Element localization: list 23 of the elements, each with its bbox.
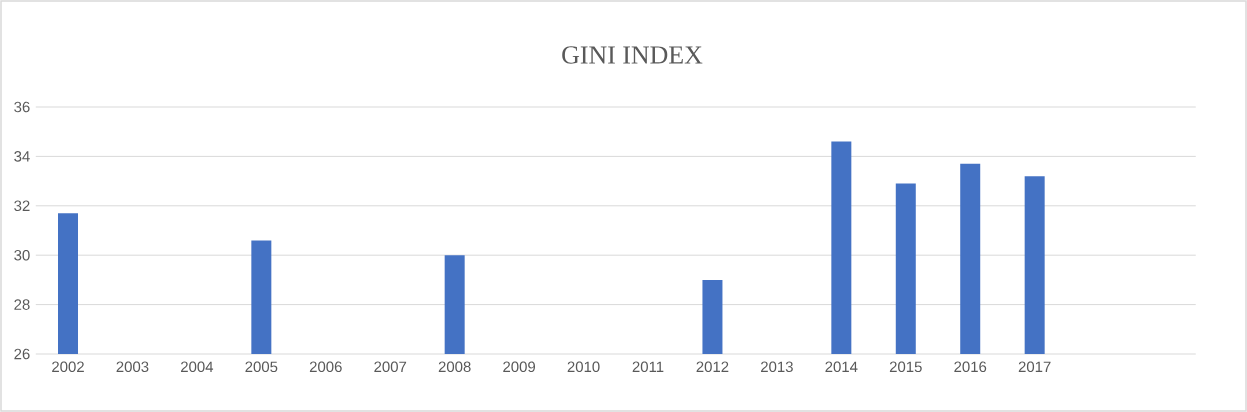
x-tick-label: 2011	[632, 361, 664, 373]
x-tick-label: 2014	[825, 361, 858, 373]
x-tick-label: 2017	[1018, 361, 1051, 373]
x-tick-label: 2015	[889, 361, 922, 373]
y-tick-label: 36	[14, 101, 30, 113]
y-tick-label: 32	[14, 200, 30, 212]
chart-title: GINI INDEX	[562, 46, 703, 64]
x-tick-label: 2012	[696, 361, 729, 373]
x-tick-label: 2008	[438, 361, 471, 373]
x-tick-label: 2013	[761, 361, 793, 373]
x-tick-label: 2006	[309, 361, 342, 373]
x-tick-label: 2004	[181, 361, 214, 373]
x-tick-label: 2009	[503, 361, 536, 373]
y-tick-label: 28	[14, 299, 30, 310]
x-tick-label: 2005	[245, 361, 278, 373]
x-tick-label: 2016	[954, 361, 987, 373]
x-tick-label: 2003	[116, 361, 149, 373]
x-tick-label: 2002	[52, 361, 84, 373]
y-tick-label: 26	[14, 348, 30, 360]
y-tick-label: 34	[14, 151, 30, 162]
y-tick-label: 30	[14, 249, 30, 261]
x-tick-label: 2010	[567, 361, 600, 373]
x-tick-label: 2007	[374, 361, 407, 373]
